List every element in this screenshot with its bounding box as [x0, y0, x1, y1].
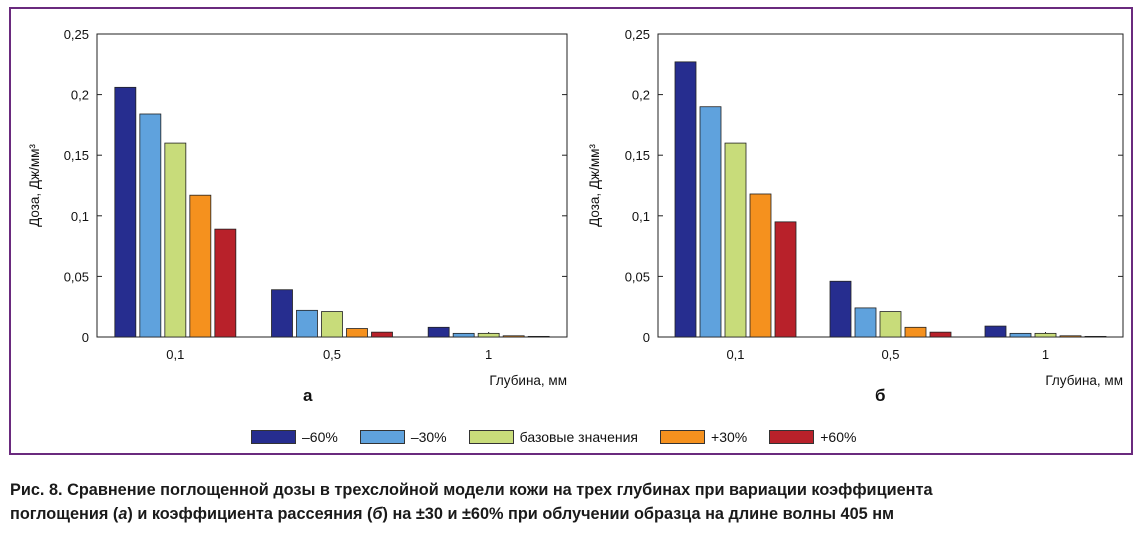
bar — [774, 221, 797, 338]
x-axis-label: Глубина, мм — [1045, 373, 1123, 388]
bar — [371, 331, 393, 338]
y-tick-label: 0 — [643, 330, 650, 345]
x-tick-label: 0,5 — [323, 347, 341, 362]
bar — [296, 309, 318, 338]
x-tick-label: 0,1 — [726, 347, 744, 362]
x-tick-label: 1 — [485, 347, 492, 362]
y-tick-label: 0,2 — [632, 88, 650, 103]
bar — [984, 325, 1007, 338]
caption-text: поглощения ( — [10, 505, 119, 523]
bar — [527, 335, 550, 338]
legend-item: –30% — [359, 429, 447, 445]
y-tick-label: 0,05 — [625, 269, 650, 284]
x-tick-label: 0,5 — [881, 347, 899, 362]
x-axis-label: Глубина, мм — [489, 373, 567, 388]
bar — [164, 142, 187, 338]
bar — [829, 280, 852, 338]
bar — [699, 106, 722, 338]
x-tick-label: 1 — [1042, 347, 1049, 362]
y-tick-label: 0,05 — [64, 269, 89, 284]
bar — [271, 289, 293, 338]
bar — [139, 113, 162, 338]
legend-label: +30% — [711, 429, 748, 445]
legend-swatch — [251, 430, 296, 444]
bar — [674, 61, 697, 338]
y-tick-label: 0,15 — [625, 148, 650, 163]
chart-panel-a: 0 0,05 0,1 0,15 0,2 0,25 0,1 0,5 1 Глубина, мм Доз… — [27, 27, 568, 388]
legend-swatch — [660, 430, 706, 444]
legend-item: –60% — [251, 429, 338, 445]
legend-swatch — [769, 430, 815, 444]
y-tick-label: 0,1 — [632, 209, 650, 224]
bar — [854, 307, 877, 338]
bar — [502, 335, 525, 338]
figure-caption: Рис. 8. Сравнение поглощенной дозы в тре… — [10, 478, 1140, 526]
bar — [114, 86, 137, 338]
bar — [1059, 335, 1082, 338]
bar — [346, 328, 368, 338]
legend-item: +60% — [769, 429, 856, 445]
legend-swatch — [359, 430, 405, 444]
legend-item: базовые значения — [468, 429, 639, 445]
bar — [321, 311, 343, 338]
caption-line-1: Рис. 8. Сравнение поглощенной дозы в тре… — [10, 481, 933, 499]
y-tick-label: 0,25 — [64, 27, 89, 42]
bar — [427, 326, 450, 338]
y-tick-label: 0,1 — [71, 209, 89, 224]
y-axis-label: Доза, Дж/мм³ — [27, 144, 42, 227]
panel-label-b: б — [875, 386, 886, 405]
bar — [477, 332, 500, 338]
bar — [749, 193, 772, 338]
legend-label: –30% — [410, 429, 447, 445]
bar — [1084, 335, 1107, 338]
legend-swatch — [468, 430, 514, 444]
legend-label: –60% — [302, 429, 338, 445]
chart-panel-b: 0 0,05 0,1 0,15 0,2 0,25 0,1 0,5 1 Глубина, мм Доз… — [587, 27, 1124, 388]
legend-label: базовые значения — [519, 429, 639, 445]
y-axis-label: Доза, Дж/мм³ — [587, 144, 602, 227]
bar — [724, 142, 747, 338]
caption-line-2: поглощения (а) и коэффициента рассеяния … — [10, 502, 1140, 526]
y-tick-label: 0,15 — [64, 148, 89, 163]
x-tick-label: 0,1 — [166, 347, 184, 362]
bar — [1009, 332, 1032, 338]
y-tick-label: 0 — [82, 330, 89, 345]
figure-frame: 0 0,05 0,1 0,15 0,2 0,25 0,1 0,5 1 Глубина, мм Доз… — [9, 7, 1133, 455]
bar — [929, 331, 952, 338]
bar — [904, 326, 927, 338]
legend-item: +30% — [660, 429, 747, 445]
y-tick-label: 0,2 — [71, 88, 89, 103]
bar — [1034, 332, 1057, 338]
panel-label-a: а — [303, 386, 313, 405]
bar — [879, 311, 902, 338]
caption-text: ) на ±30 и ±60% при облучении образца на… — [382, 505, 895, 523]
bar — [189, 194, 212, 338]
bar — [452, 332, 475, 338]
caption-text: ) и коэффициента рассеяния ( — [127, 505, 373, 523]
caption-ref-a: а — [118, 505, 128, 523]
y-tick-label: 0,25 — [625, 27, 650, 42]
legend-label: +60% — [820, 429, 857, 445]
caption-ref-b: б — [372, 505, 383, 523]
bar — [214, 228, 237, 338]
legend: –60% –30% базовые значения +30% +60% — [251, 427, 878, 447]
